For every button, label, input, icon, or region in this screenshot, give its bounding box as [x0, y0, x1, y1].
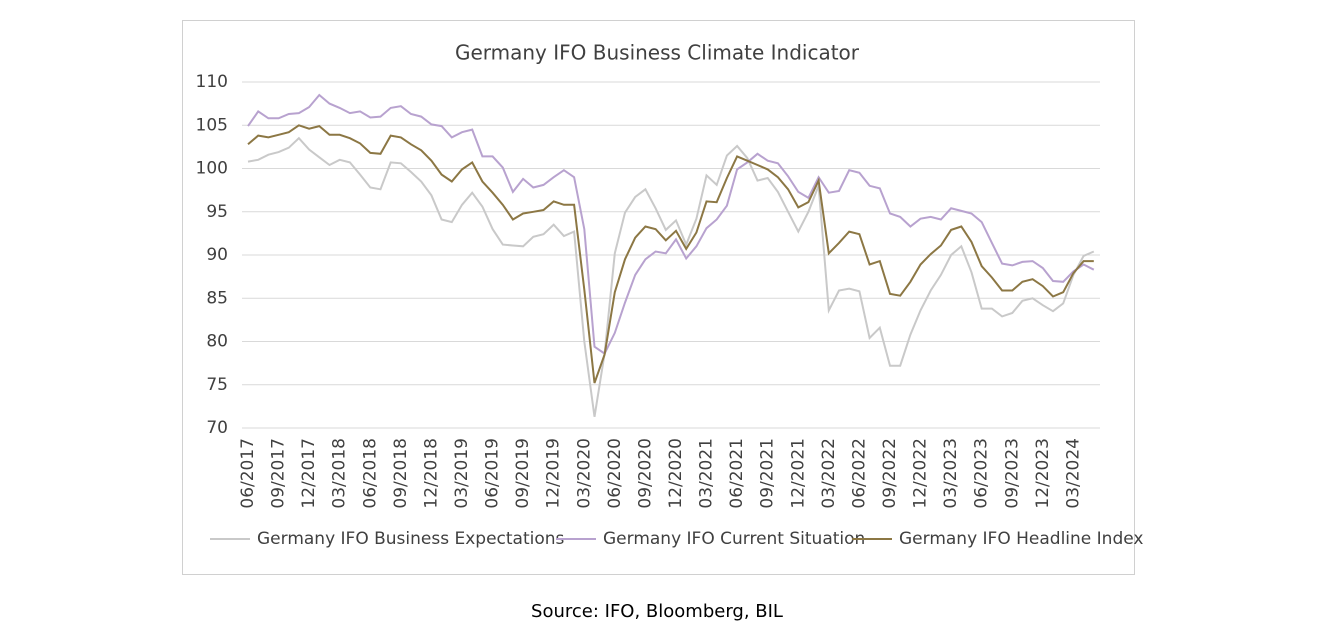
series-line [247, 93, 1095, 356]
y-tick-label: 95 [206, 202, 228, 222]
x-tick-label: 12/2020 [666, 438, 686, 509]
source-note: Source: IFO, Bloomberg, BIL [531, 601, 783, 622]
x-tick-label: 06/2023 [972, 438, 992, 509]
x-tick-label: 06/2022 [849, 438, 869, 509]
x-tick-label: 03/2022 [819, 438, 839, 509]
legend-label: Germany IFO Current Situation [603, 529, 865, 549]
series-line [247, 124, 1094, 384]
x-tick-label: 03/2019 [452, 438, 472, 509]
x-tick-label: 12/2017 [299, 438, 319, 509]
chart-frame [182, 20, 1135, 575]
y-tick-label: 85 [206, 288, 228, 308]
x-tick-label: 09/2017 [269, 438, 289, 509]
y-tick-label: 90 [206, 245, 228, 265]
x-tick-label: 03/2020 [574, 438, 594, 509]
x-tick-label: 09/2022 [880, 438, 900, 509]
x-tick-label: 09/2019 [513, 438, 533, 509]
x-tick-label: 06/2017 [238, 438, 258, 509]
y-tick-label: 80 [206, 332, 228, 352]
y-tick-label: 75 [206, 375, 228, 395]
y-tick-label: 70 [206, 418, 228, 438]
x-tick-label: 06/2021 [727, 438, 747, 509]
x-tick-label: 09/2020 [635, 438, 655, 509]
x-tick-label: 06/2020 [605, 438, 625, 509]
x-tick-label: 06/2019 [483, 438, 503, 509]
x-tick-label: 12/2019 [544, 438, 564, 509]
x-tick-label: 12/2018 [421, 438, 441, 509]
x-tick-label: 06/2018 [360, 438, 380, 509]
legend-label: Germany IFO Business Expectations [257, 529, 565, 549]
x-tick-label: 09/2018 [391, 438, 411, 509]
x-tick-label: 09/2023 [1002, 438, 1022, 509]
x-tick-label: 12/2022 [911, 438, 931, 509]
x-tick-label: 03/2018 [330, 438, 350, 509]
x-tick-label: 03/2024 [1063, 438, 1083, 509]
y-tick-label: 110 [196, 72, 228, 92]
series-line [247, 136, 1095, 417]
x-tick-label: 09/2021 [758, 438, 778, 509]
y-tick-label: 105 [196, 115, 228, 135]
x-tick-label: 03/2021 [697, 438, 717, 509]
chart-title: Germany IFO Business Climate Indicator [455, 41, 860, 65]
x-tick-label: 12/2021 [788, 438, 808, 509]
x-tick-label: 12/2023 [1033, 438, 1053, 509]
x-tick-label: 03/2023 [941, 438, 961, 509]
y-tick-label: 100 [196, 159, 228, 179]
legend-label: Germany IFO Headline Index [899, 529, 1143, 549]
